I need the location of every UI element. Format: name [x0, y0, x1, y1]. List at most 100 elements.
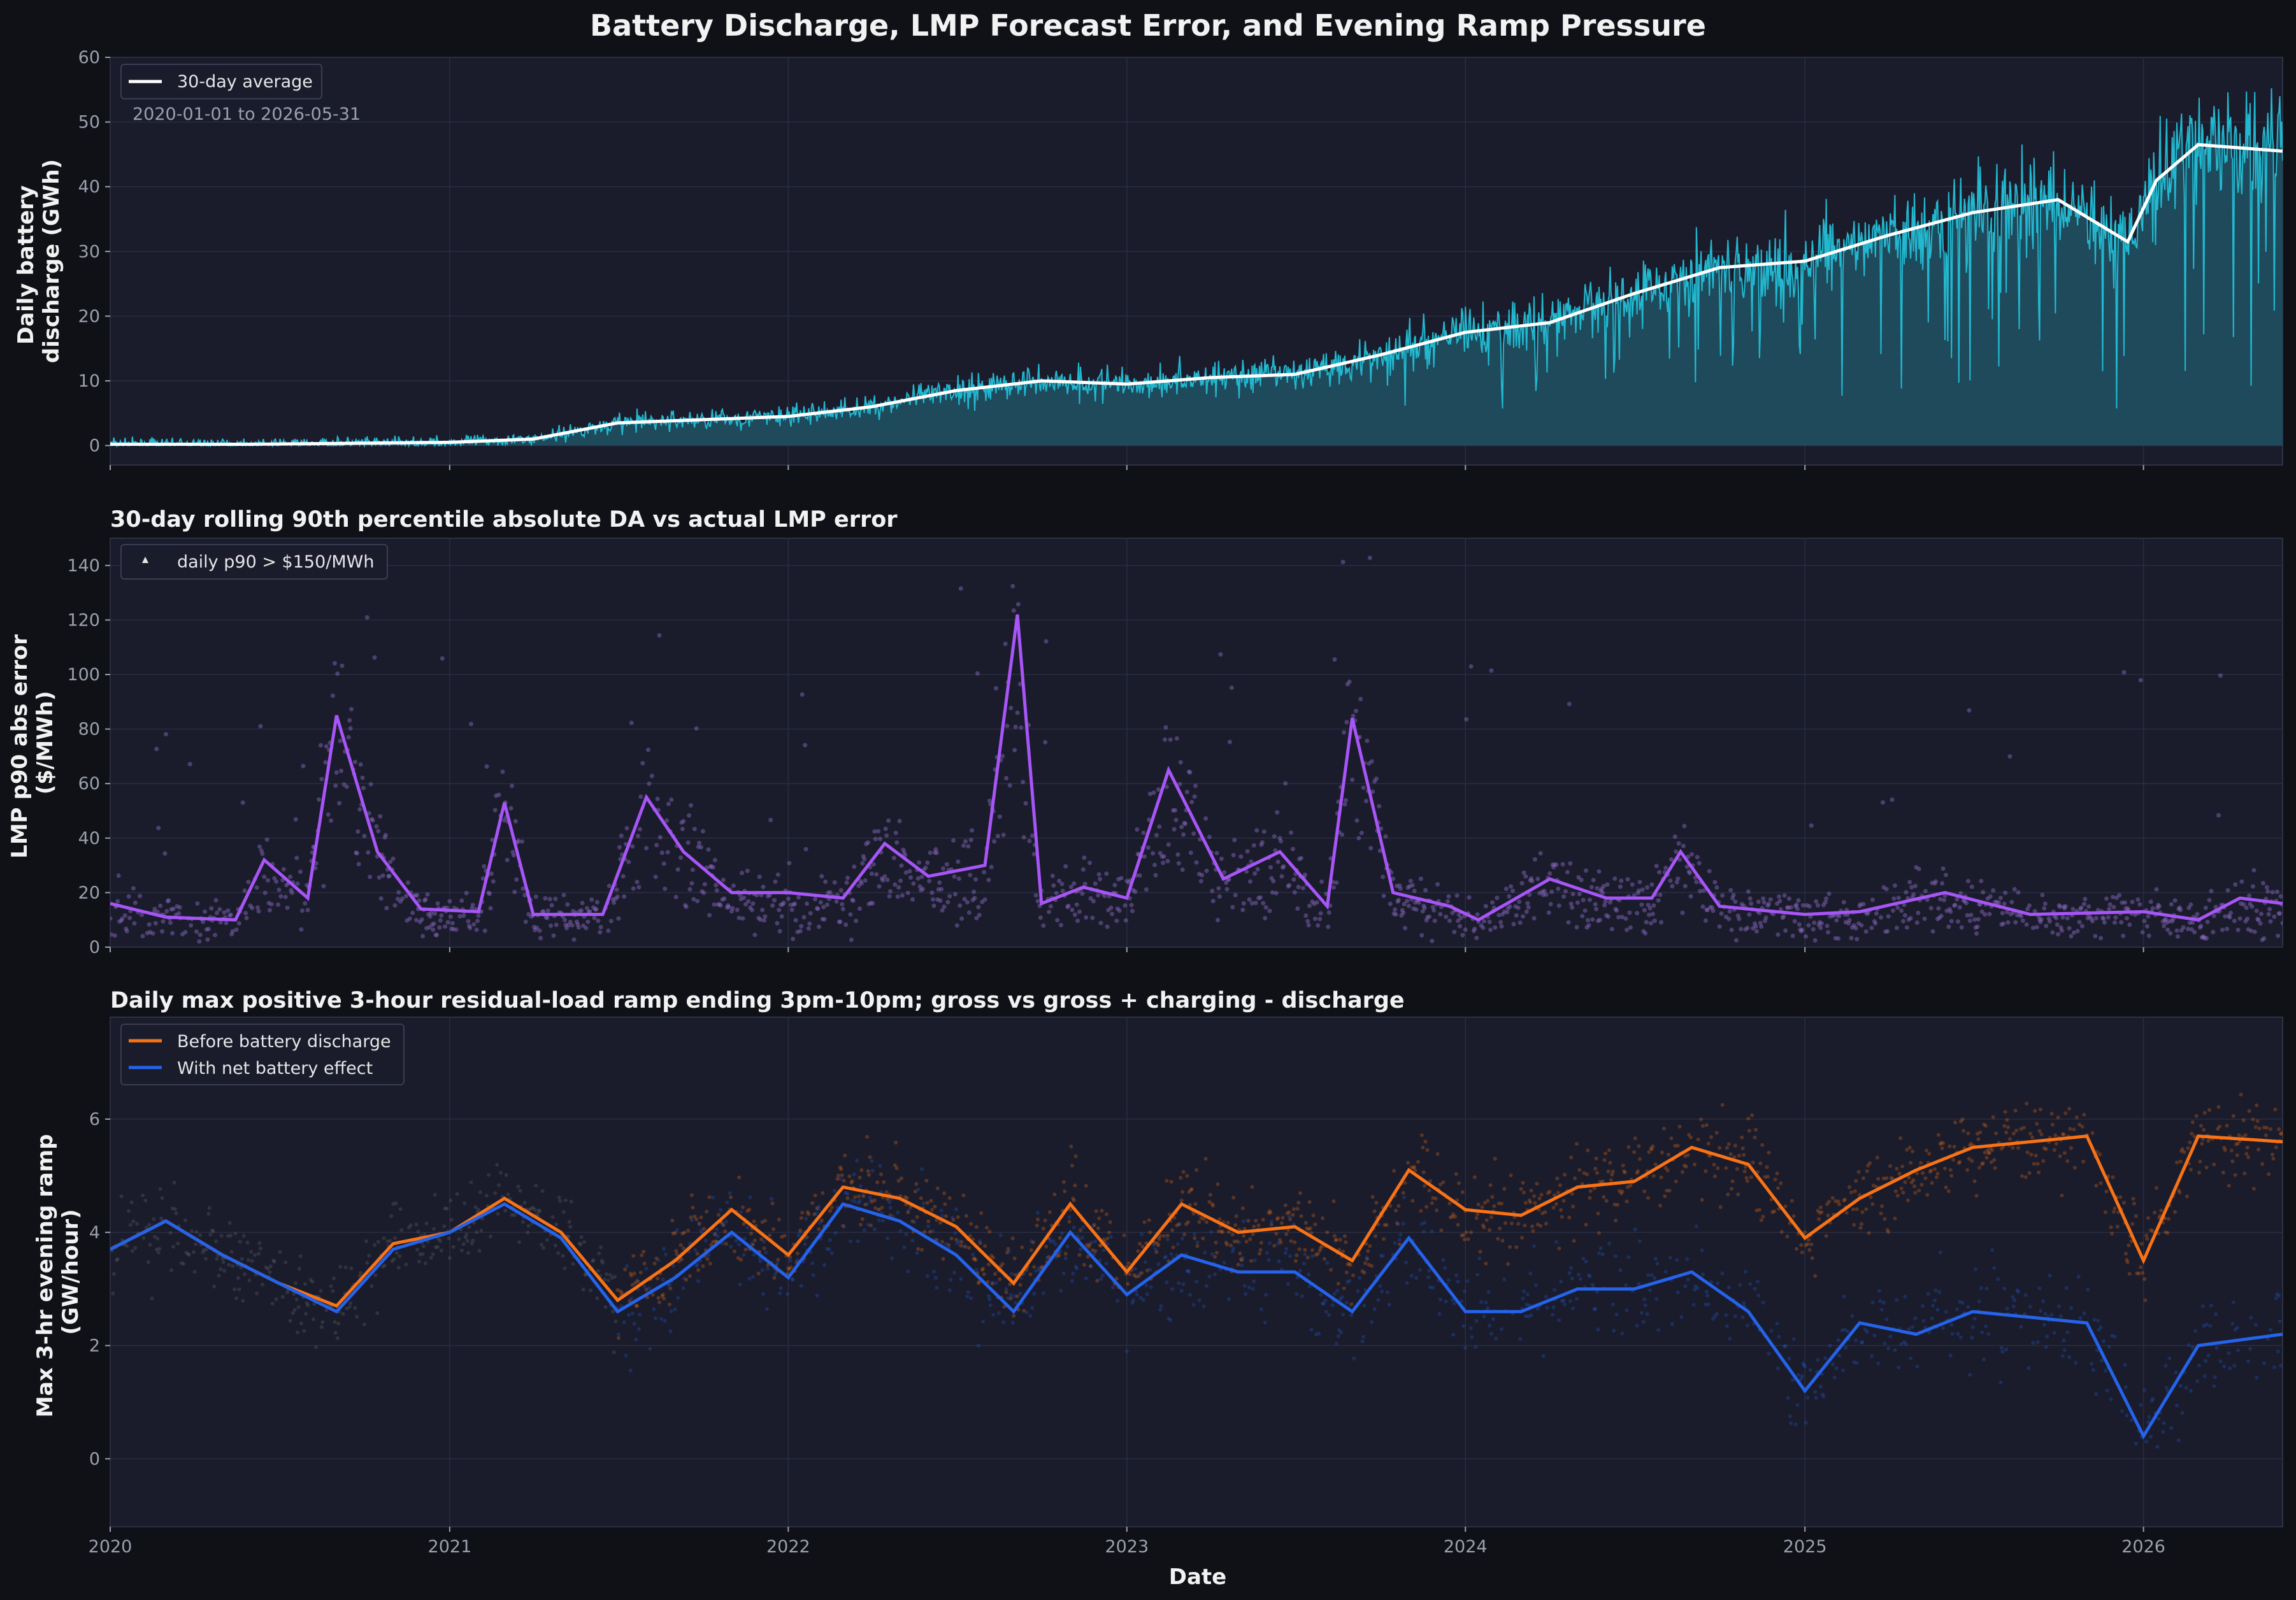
daily-ramp-point-with — [624, 1354, 628, 1357]
daily-ramp-point-with — [2062, 1348, 2067, 1352]
daily-ramp-point-with — [1526, 1314, 1531, 1318]
daily-ramp-point-before — [1867, 1231, 1871, 1235]
daily-ramp-point-with — [1998, 1380, 2003, 1385]
daily-error-point — [2249, 904, 2255, 909]
daily-ramp-point-before — [705, 1257, 710, 1261]
daily-ramp-point-before — [657, 1300, 661, 1304]
daily-error-point — [425, 892, 430, 897]
daily-ramp-point-before — [1936, 1132, 1941, 1137]
daily-ramp-point-before — [531, 1206, 535, 1210]
daily-error-point — [1739, 927, 1744, 931]
daily-ramp-point-before — [1478, 1250, 1482, 1254]
daily-ramp-point-with — [1523, 1314, 1528, 1318]
daily-ramp-point-with — [1335, 1289, 1340, 1293]
daily-ramp-point-with — [1756, 1293, 1761, 1297]
daily-error-point — [1609, 927, 1614, 932]
daily-error-point — [1427, 914, 1431, 919]
daily-ramp-point-before — [1423, 1139, 1428, 1144]
daily-ramp-point-with — [1287, 1214, 1291, 1218]
daily-error-point — [1240, 908, 1245, 913]
daily-ramp-point-before — [1901, 1190, 1905, 1195]
daily-ramp-point-before — [1295, 1206, 1300, 1211]
daily-error-point — [1826, 891, 1832, 896]
daily-ramp-point-before — [418, 1252, 422, 1257]
daily-ramp-point-with — [1265, 1250, 1269, 1255]
y-axis-label-line-2: (GW/hour) — [58, 1209, 83, 1334]
daily-error-point — [2130, 899, 2135, 904]
daily-error-point — [828, 890, 833, 895]
daily-error-point — [1786, 896, 1791, 901]
daily-error-point — [1361, 785, 1366, 790]
daily-ramp-point-before — [414, 1222, 419, 1227]
daily-ramp-point-with — [1544, 1294, 1548, 1299]
daily-ramp-point-before — [839, 1167, 843, 1171]
daily-error-point — [1670, 883, 1675, 889]
daily-error-point — [762, 918, 766, 923]
daily-error-point — [900, 893, 905, 898]
daily-error-point — [194, 929, 199, 934]
daily-ramp-point-before — [445, 1206, 449, 1211]
daily-ramp-point-before — [147, 1222, 152, 1227]
daily-ramp-point-before — [1686, 1153, 1690, 1157]
daily-error-point — [1830, 913, 1835, 918]
daily-ramp-point-before — [1238, 1251, 1242, 1255]
daily-error-point — [706, 847, 711, 852]
daily-ramp-point-before — [394, 1251, 399, 1255]
daily-ramp-point-with — [1421, 1229, 1426, 1234]
daily-ramp-point-with — [1956, 1332, 1960, 1336]
daily-ramp-point-before — [1909, 1161, 1913, 1165]
daily-ramp-point-before — [1608, 1161, 1612, 1165]
daily-ramp-point-before — [1169, 1180, 1173, 1184]
daily-ramp-point-with — [855, 1159, 859, 1163]
daily-ramp-point-with — [1227, 1297, 1231, 1301]
daily-ramp-point-with — [1100, 1273, 1105, 1278]
daily-ramp-point-before — [236, 1276, 240, 1280]
daily-error-point — [1853, 925, 1858, 931]
daily-ramp-point-before — [1860, 1222, 1863, 1226]
daily-ramp-point-with — [1895, 1298, 1899, 1303]
daily-ramp-point-before — [299, 1321, 303, 1325]
daily-ramp-point-with — [1704, 1303, 1708, 1307]
daily-ramp-point-with — [2129, 1418, 2134, 1422]
daily-error-point — [1630, 882, 1635, 887]
daily-ramp-point-with — [1795, 1403, 1800, 1407]
daily-error-point — [1011, 608, 1016, 613]
daily-error-point — [1153, 873, 1158, 878]
daily-ramp-point-before — [660, 1294, 664, 1298]
daily-ramp-point-with — [1307, 1284, 1312, 1289]
daily-ramp-point-before — [288, 1318, 292, 1323]
daily-error-point — [1396, 897, 1401, 903]
daily-ramp-point-before — [1421, 1145, 1425, 1150]
daily-ramp-point-before — [1943, 1166, 1947, 1171]
daily-ramp-point-before — [1779, 1230, 1784, 1234]
daily-error-point — [843, 922, 849, 927]
daily-ramp-point-before — [1269, 1222, 1274, 1227]
daily-ramp-point-before — [1521, 1181, 1525, 1185]
daily-ramp-point-before — [2145, 1237, 2149, 1241]
daily-ramp-point-before — [935, 1186, 940, 1190]
daily-ramp-point-before — [1962, 1129, 1966, 1133]
daily-error-point — [2056, 932, 2061, 937]
daily-error-point — [163, 732, 168, 737]
daily-ramp-point-before — [526, 1224, 531, 1228]
daily-error-point — [1447, 918, 1452, 923]
daily-ramp-point-before — [296, 1305, 301, 1310]
daily-ramp-point-before — [1899, 1186, 1904, 1190]
daily-error-point — [1110, 911, 1114, 917]
daily-ramp-point-before — [470, 1241, 474, 1246]
daily-ramp-point-before — [1919, 1183, 1924, 1187]
panel-background — [110, 1017, 2283, 1527]
daily-ramp-point-with — [1828, 1343, 1832, 1348]
daily-ramp-point-before — [1667, 1189, 1672, 1193]
daily-error-point — [1911, 892, 1916, 897]
daily-error-point — [538, 936, 543, 941]
daily-ramp-point-before — [1493, 1157, 1497, 1161]
daily-ramp-point-before — [336, 1321, 341, 1325]
daily-error-point — [587, 909, 592, 914]
daily-error-point — [1544, 892, 1549, 897]
daily-ramp-point-before — [1211, 1203, 1216, 1208]
daily-ramp-point-before — [2039, 1132, 2044, 1136]
daily-ramp-point-with — [1834, 1366, 1839, 1371]
daily-ramp-point-before — [398, 1207, 403, 1211]
daily-ramp-point-with — [715, 1227, 719, 1231]
